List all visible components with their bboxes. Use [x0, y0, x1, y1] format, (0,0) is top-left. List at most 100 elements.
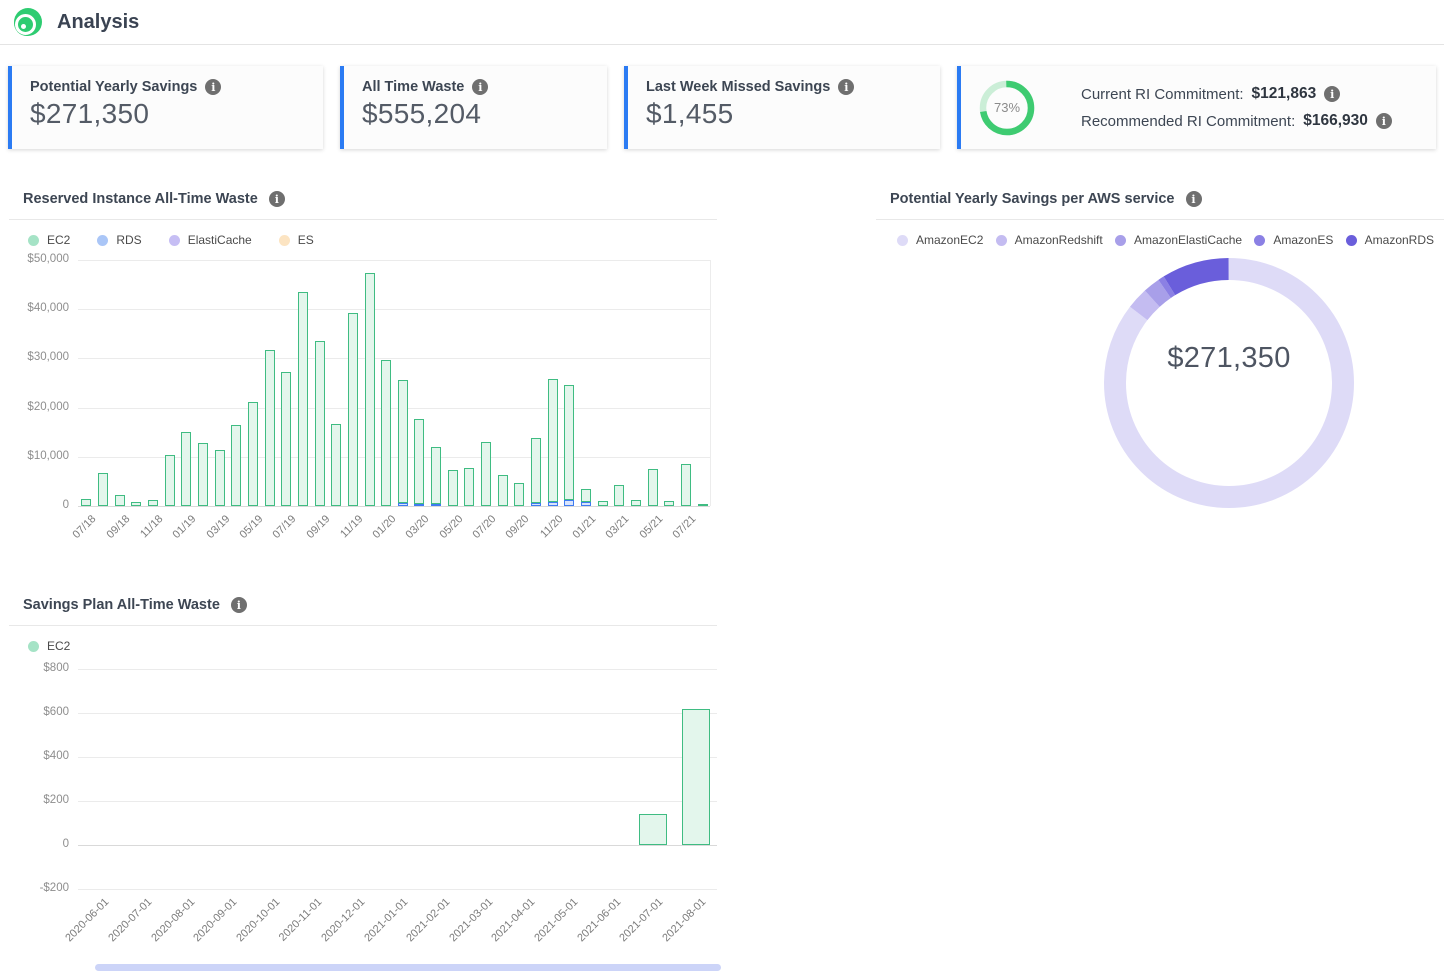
bar-ec2-2021-08-01[interactable] [681, 708, 710, 845]
info-icon[interactable] [205, 79, 222, 95]
bar-rds-10/20[interactable] [531, 502, 542, 506]
x-axis-tick-label: 07/19 [270, 513, 299, 541]
gridline [78, 845, 717, 846]
bar-ec2-10/20[interactable] [531, 437, 542, 503]
bar-ec2-12/19[interactable] [364, 272, 375, 506]
bar-rds-04/20[interactable] [431, 504, 442, 506]
x-axis-tick-label: 07/20 [470, 513, 499, 541]
bar-ec2-08/20[interactable] [497, 475, 508, 506]
legend-item-elasticache[interactable]: ElastiCache [168, 233, 252, 247]
donut-slice-amazonrds[interactable] [1104, 258, 1354, 508]
bar-ec2-11/20[interactable] [547, 379, 558, 502]
bar-ec2-04/19[interactable] [231, 425, 242, 506]
bar-ec2-05/20[interactable] [447, 470, 458, 506]
recommended-ri-commitment-row: Recommended RI Commitment: $166,930 [1081, 112, 1392, 130]
bar-ec2-06/20[interactable] [464, 467, 475, 506]
legend-item-amazonrds[interactable]: AmazonRDS [1345, 233, 1434, 247]
info-icon[interactable] [472, 79, 489, 95]
gridline [78, 669, 717, 670]
bar-ec2-11/19[interactable] [347, 313, 358, 506]
bar-ec2-08/19[interactable] [297, 292, 308, 506]
card-value: $555,204 [362, 98, 482, 129]
bar-ec2-05/21[interactable] [647, 469, 658, 506]
gridline [78, 456, 710, 458]
bar-ec2-03/20[interactable] [414, 418, 425, 504]
legend-item-rds[interactable]: RDS [97, 233, 142, 247]
bar-ec2-07/18[interactable] [81, 498, 92, 506]
info-icon[interactable] [838, 79, 855, 95]
legend-item-ec2[interactable]: EC2 [28, 639, 70, 653]
bar-ec2-01/21[interactable] [581, 489, 592, 503]
bar-ec2-04/21[interactable] [631, 499, 642, 506]
y-axis-tick-label: $400 [43, 750, 69, 762]
card-label: Potential Yearly Savings [30, 79, 198, 95]
x-axis-tick-label: 2021-03-01 [446, 896, 496, 945]
x-axis-tick-label: 09/18 [104, 513, 133, 541]
y-axis-tick-label: -$200 [39, 882, 69, 894]
ri-waste-bar-chart-plot[interactable]: 0 $10,000 $20,000 $30,000 $40,000 $50,000 07/1… [27, 253, 711, 541]
y-axis-tick-label: $800 [43, 662, 69, 674]
bar-ec2-08/18[interactable] [97, 472, 108, 506]
sp-waste-bar-chart-plot[interactable]: -$200 0 $200 $400 $600 $800 2020-06-01 2020-07-… [40, 662, 717, 944]
bar-ec2-10/19[interactable] [331, 423, 342, 506]
bar-rds-03/20[interactable] [414, 503, 425, 506]
bar-ec2-07/21[interactable] [681, 464, 691, 506]
bar-rds-01/21[interactable] [581, 502, 592, 506]
bar-rds-12/20[interactable] [564, 500, 575, 506]
bar-ec2-06/21[interactable] [664, 501, 675, 506]
bar-ec2-09/18[interactable] [114, 494, 125, 506]
row-value: $166,930 [1303, 112, 1368, 129]
row-label: Current RI Commitment: [1081, 85, 1244, 103]
bar-ec2-2021-07-01[interactable] [639, 814, 668, 845]
bar-ec2-08/21[interactable] [697, 504, 708, 506]
legend-item-es[interactable]: ES [278, 233, 314, 247]
bar-ec2-05/19[interactable] [247, 401, 258, 506]
bar-ec2-02/21[interactable] [597, 501, 608, 506]
bar-ec2-12/20[interactable] [564, 384, 575, 501]
bar-ec2-03/21[interactable] [614, 484, 625, 506]
info-icon[interactable] [1185, 191, 1202, 207]
y-axis-tick-label: 0 [62, 838, 69, 850]
savings-donut-chart[interactable]: $271,350 [1104, 258, 1354, 508]
bar-ec2-10/18[interactable] [131, 501, 142, 506]
info-icon[interactable] [1324, 86, 1341, 102]
bar-ec2-02/19[interactable] [197, 442, 208, 506]
bar-ec2-01/20[interactable] [381, 359, 392, 506]
bar-ec2-03/19[interactable] [214, 450, 225, 506]
legend-item-amazonredshift[interactable]: AmazonRedshift [995, 233, 1103, 247]
legend-item-amazonelasticache[interactable]: AmazonElastiCache [1114, 233, 1242, 247]
legend-item-amazones[interactable]: AmazonES [1254, 233, 1333, 247]
legend-dot [1114, 234, 1126, 246]
gridline [78, 713, 717, 714]
bar-ec2-12/18[interactable] [164, 455, 175, 506]
bar-ec2-09/20[interactable] [514, 483, 525, 506]
bar-ec2-09/19[interactable] [314, 340, 325, 506]
bar-ec2-02/20[interactable] [397, 380, 408, 503]
bar-rds-02/20[interactable] [397, 502, 408, 506]
bar-ec2-07/20[interactable] [481, 442, 492, 506]
x-axis-tick-label: 01/21 [570, 513, 599, 541]
gridline [78, 889, 717, 890]
legend-item-amazonec2[interactable]: AmazonEC2 [897, 233, 983, 247]
x-axis-tick-label: 01/20 [370, 513, 399, 541]
info-icon[interactable] [230, 597, 247, 613]
card-label: Last Week Missed Savings [646, 79, 831, 95]
card-label: All Time Waste [362, 79, 465, 95]
bar-ec2-07/19[interactable] [281, 372, 292, 506]
bar-rds-11/20[interactable] [547, 501, 558, 506]
bar-ec2-11/18[interactable] [147, 499, 158, 506]
bar-ec2-04/20[interactable] [431, 446, 442, 505]
legend-dot [168, 234, 180, 246]
donut-center-value: $271,350 [1167, 342, 1291, 374]
legend-item-ec2[interactable]: EC2 [28, 233, 70, 247]
current-ri-commitment-row: Current RI Commitment: $121,863 [1081, 85, 1392, 103]
bar-ec2-01/19[interactable] [181, 431, 192, 506]
bar-ec2-06/19[interactable] [264, 350, 275, 506]
brand-logo-icon[interactable] [14, 8, 42, 36]
info-icon[interactable] [1375, 113, 1392, 129]
panel-title: Savings Plan All-Time Waste [23, 597, 220, 613]
card-last-week-missed-savings: Last Week Missed Savings $1,455 [624, 66, 940, 149]
x-axis-tick-label: 2021-06-01 [574, 896, 623, 945]
info-icon[interactable] [268, 191, 285, 207]
horizontal-scrollbar[interactable] [95, 964, 721, 971]
